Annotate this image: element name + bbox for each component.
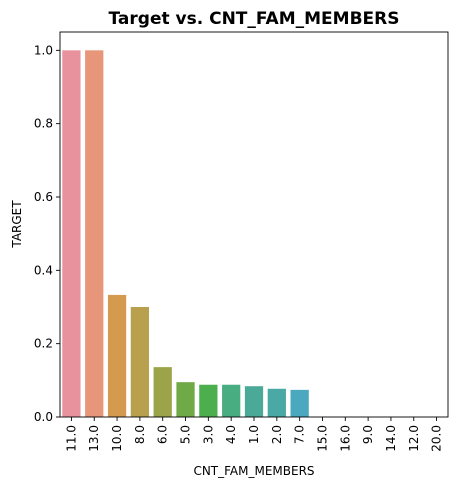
x-tick-label: 2.0 <box>270 425 284 444</box>
bar-5.0 <box>176 382 195 417</box>
bar-10.0 <box>107 294 127 417</box>
bar-6.0 <box>153 367 172 417</box>
x-tick-label: 1.0 <box>247 425 261 444</box>
y-axis-label: TARGET <box>10 200 24 249</box>
y-tick-label: 0.2 <box>34 337 53 351</box>
bar-13.0 <box>85 50 104 417</box>
bar-4.0 <box>222 384 241 417</box>
bar-8.0 <box>130 307 150 417</box>
x-tick-label: 13.0 <box>87 425 101 452</box>
x-axis-label: CNT_FAM_MEMBERS <box>193 464 314 478</box>
y-tick-label: 1.0 <box>34 43 53 57</box>
x-tick-label: 16.0 <box>338 425 352 452</box>
x-tick-label: 12.0 <box>407 425 421 452</box>
bar-2.0 <box>267 388 286 417</box>
y-tick-label: 0.0 <box>34 410 53 424</box>
x-tick-label: 14.0 <box>384 425 398 452</box>
x-tick-label: 7.0 <box>293 425 307 444</box>
x-tick-label: 11.0 <box>64 425 78 452</box>
y-axis: 0.0 0.2 0.4 0.6 0.8 1.0 <box>34 43 60 424</box>
x-tick-label: 4.0 <box>224 425 238 444</box>
bar-3.0 <box>199 384 218 417</box>
x-tick-label: 15.0 <box>315 425 329 452</box>
plot-frame <box>59 31 449 418</box>
x-tick-label: 20.0 <box>430 425 444 452</box>
bar-11.0 <box>62 50 81 417</box>
y-tick-label: 0.8 <box>34 117 53 131</box>
x-tick-label: 9.0 <box>361 425 375 444</box>
x-tick-label: 3.0 <box>201 425 215 444</box>
bar-1.0 <box>244 386 264 417</box>
y-tick-label: 0.6 <box>34 190 53 204</box>
bar-7.0 <box>290 389 309 417</box>
x-axis: 11.0 13.0 10.0 8.0 6.0 5.0 3.0 4.0 1.0 2.0 7.0 15.0… <box>64 417 444 452</box>
bars-group <box>62 50 309 417</box>
y-tick-label: 0.4 <box>34 263 53 277</box>
x-tick-label: 10.0 <box>110 425 124 452</box>
x-tick-label: 8.0 <box>133 425 147 444</box>
x-tick-label: 5.0 <box>179 425 193 444</box>
chart-title: Target vs. CNT_FAM_MEMBERS <box>109 9 400 29</box>
x-tick-label: 6.0 <box>156 425 170 444</box>
